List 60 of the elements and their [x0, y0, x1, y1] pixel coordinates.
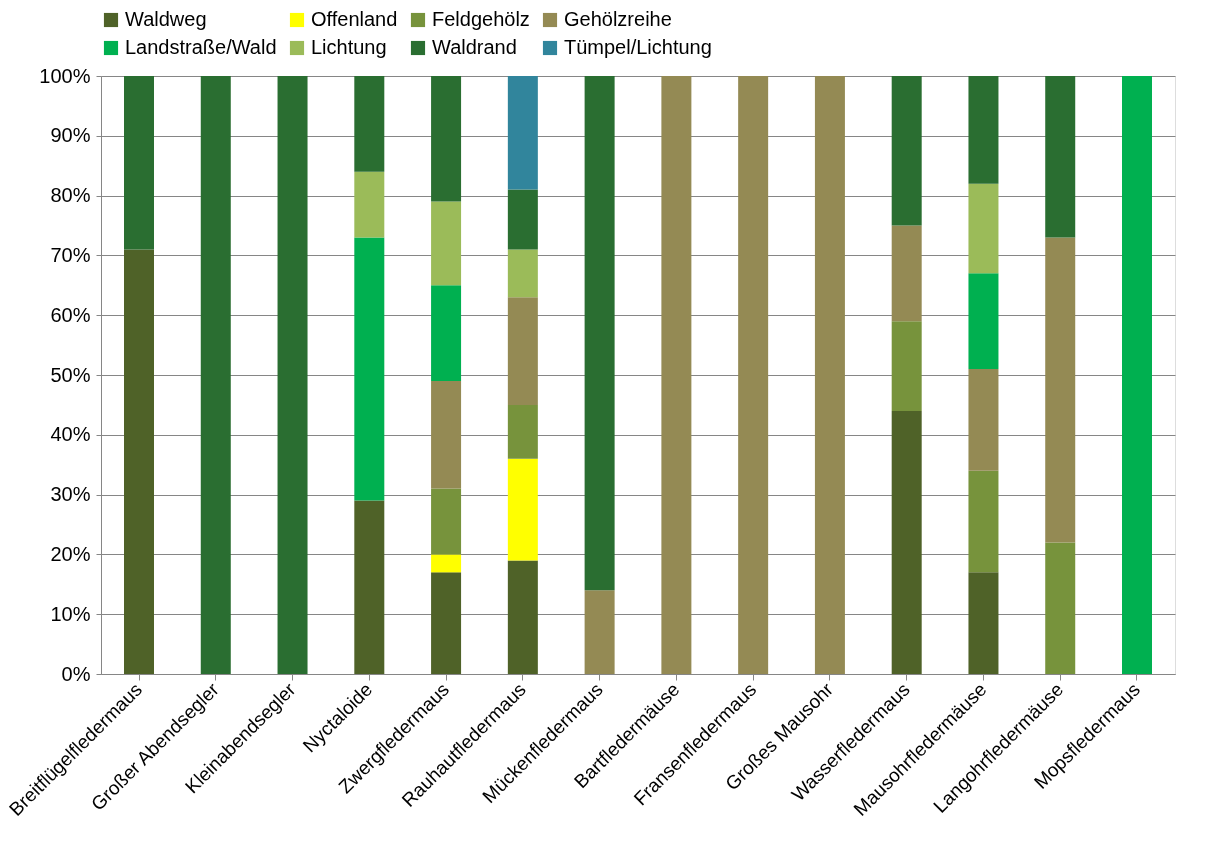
bar — [968, 572, 999, 674]
y-tick-label: 60% — [50, 303, 91, 326]
bar — [891, 410, 922, 674]
legend-label: Gehölzreihe — [564, 8, 672, 30]
bar — [507, 249, 538, 298]
bar — [814, 76, 845, 674]
bar — [968, 273, 999, 370]
bar — [431, 201, 462, 286]
bar — [431, 285, 462, 381]
y-tick-label: 80% — [50, 184, 91, 207]
bar — [124, 249, 154, 674]
bar — [891, 76, 922, 226]
bar — [507, 76, 538, 190]
y-tick-label: 20% — [50, 542, 91, 565]
bar — [200, 76, 231, 674]
legend-label: Landstraße/Wald — [125, 36, 277, 58]
bar — [431, 76, 462, 202]
y-tick-label: 10% — [50, 602, 91, 625]
bar — [507, 458, 538, 561]
bar — [431, 488, 462, 555]
bar — [968, 369, 999, 471]
bar — [507, 297, 538, 405]
legend-label: Lichtung — [311, 36, 387, 58]
bar — [277, 76, 308, 674]
bar — [661, 76, 692, 674]
bar — [431, 554, 462, 573]
bar — [968, 470, 999, 573]
y-tick-label: 90% — [50, 124, 91, 147]
y-tick-label: 30% — [50, 483, 91, 506]
y-tick-label: 0% — [61, 662, 91, 685]
bar — [354, 171, 385, 238]
bar — [1045, 237, 1076, 543]
bar — [354, 237, 385, 501]
bar — [124, 76, 154, 250]
bar — [1045, 76, 1076, 238]
legend-label: Tümpel/Lichtung — [564, 36, 712, 58]
bar — [507, 560, 538, 674]
bar — [1045, 542, 1076, 674]
legend-label: Feldgehölz — [432, 8, 530, 30]
bar — [354, 500, 385, 674]
bar — [354, 76, 385, 172]
y-tick-label: 70% — [50, 243, 91, 266]
y-tick-label: 50% — [50, 363, 91, 386]
legend-label: Waldrand — [432, 36, 517, 58]
bar — [738, 76, 769, 674]
bar — [968, 76, 999, 184]
bar — [584, 76, 615, 591]
bar — [431, 380, 462, 489]
bar — [1122, 76, 1152, 674]
bar — [891, 225, 922, 322]
legend-label: Offenland — [311, 8, 398, 30]
bar — [968, 183, 999, 274]
bar — [891, 321, 922, 411]
bar — [507, 189, 538, 250]
y-tick-label: 40% — [50, 423, 91, 446]
bar — [431, 572, 462, 674]
bar — [507, 404, 538, 459]
bar — [584, 590, 615, 674]
y-tick-label: 100% — [39, 64, 91, 87]
legend-label: Waldweg — [125, 8, 207, 30]
